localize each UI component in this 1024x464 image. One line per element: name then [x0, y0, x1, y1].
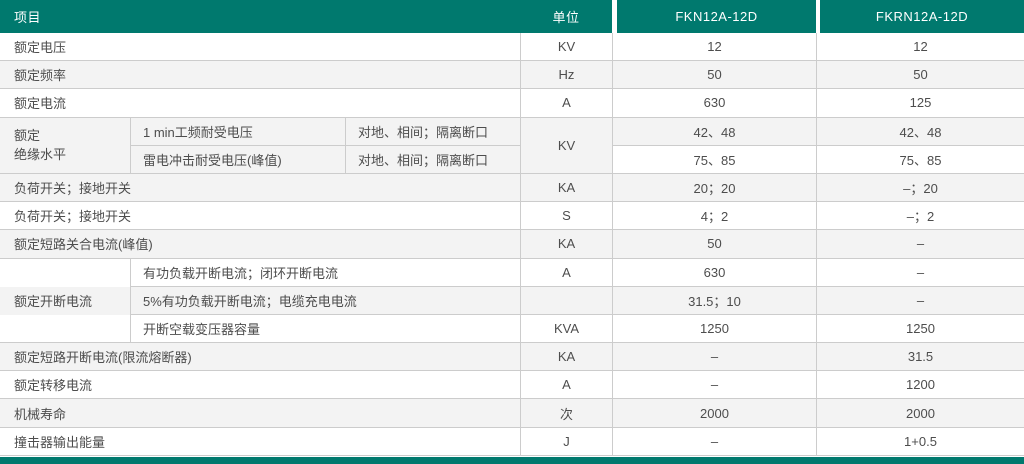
value-fkn: – — [612, 343, 816, 372]
row-unit: A — [520, 89, 612, 118]
value-fkrn: 2000 — [816, 399, 1024, 428]
header-model-fkn12a: FKN12A-12D — [617, 0, 816, 33]
value-fkrn: – — [816, 230, 1024, 259]
row-unit: KVA — [520, 314, 612, 344]
value-fkrn: 31.5 — [816, 343, 1024, 372]
row-label-rated-transfer-current: 额定转移电流 — [0, 371, 520, 400]
row-label-insulation-level: 额定 绝缘水平 — [0, 117, 130, 174]
row-label-rated-voltage: 额定电压 — [0, 33, 520, 62]
row-unit: Hz — [520, 61, 612, 90]
value-fkrn: 42、48 — [816, 117, 1024, 146]
row-unit: KA — [520, 230, 612, 259]
row-stripe — [0, 286, 1024, 315]
sub-label-active-load-breaking: 有功负载开断电流；闭环开断电流 — [130, 258, 520, 287]
row-stripe — [0, 343, 1024, 372]
value-fkn: 75、85 — [612, 145, 816, 174]
value-fkrn: –；2 — [816, 202, 1024, 231]
sub-label-lightning-impulse-withstand: 雷电冲击耐受电压(峰值) — [130, 145, 345, 174]
header-unit: 单位 — [520, 0, 612, 33]
value-fkn: 2000 — [612, 399, 816, 428]
row-unit: J — [520, 427, 612, 456]
row-label-mechanical-life: 机械寿命 — [0, 399, 520, 428]
value-fkn: 630 — [612, 89, 816, 118]
value-fkn: 42、48 — [612, 117, 816, 146]
value-fkn: 50 — [612, 230, 816, 259]
spec-table-body: 额定电压 KV 12 12 额定频率 Hz 50 50 额定电流 A 630 1… — [0, 33, 1024, 456]
table-header: 项目 单位 FKN12A-12D FKRN12A-12D — [0, 0, 1024, 33]
row-label-striker-output-energy: 撞击器输出能量 — [0, 428, 520, 456]
value-fkrn: 1200 — [816, 371, 1024, 400]
header-item: 项目 — [0, 0, 520, 33]
row-stripe — [0, 61, 1024, 90]
value-fkn: 20；20 — [612, 173, 816, 203]
row-stripe — [0, 399, 1024, 428]
insulation-label-line1: 额定 — [14, 127, 41, 143]
value-fkn: 630 — [612, 258, 816, 287]
row-label-load-earth-switch-ka: 负荷开关；接地开关 — [0, 174, 520, 203]
value-fkn: – — [612, 427, 816, 456]
row-unit: KV — [520, 33, 612, 62]
value-fkn: 50 — [612, 61, 816, 90]
row-unit: KV — [520, 117, 612, 174]
row-unit — [520, 286, 612, 315]
row-stripe — [0, 230, 1024, 259]
header-model-fkrn12a: FKRN12A-12D — [820, 0, 1024, 33]
value-fkn: 4；2 — [612, 202, 816, 231]
row-unit: KA — [520, 343, 612, 372]
row-stripe — [0, 173, 1024, 203]
value-fkrn: – — [816, 258, 1024, 287]
header-separator — [816, 0, 820, 33]
row-label-short-circuit-making-current: 额定短路关合电流(峰值) — [0, 230, 520, 259]
sub-label-power-frequency-withstand: 1 min工频耐受电压 — [130, 117, 345, 146]
value-fkn: 12 — [612, 33, 816, 62]
row-label-short-circuit-breaking-current: 额定短路开断电流(限流熔断器) — [0, 343, 520, 372]
value-fkrn: 75、85 — [816, 145, 1024, 174]
header-separator — [612, 0, 617, 33]
value-fkrn: 1250 — [816, 314, 1024, 344]
value-fkn: 31.5；10 — [612, 286, 816, 315]
row-unit: 次 — [520, 399, 612, 428]
value-fkrn: 50 — [816, 61, 1024, 90]
insulation-label-line2: 绝缘水平 — [14, 147, 67, 163]
row-label-rated-frequency: 额定频率 — [0, 61, 520, 90]
value-fkrn: – — [816, 286, 1024, 315]
condition-label: 对地、相间；隔离断口 — [345, 145, 520, 174]
row-unit: A — [520, 371, 612, 400]
value-fkn: – — [612, 371, 816, 400]
row-unit: KA — [520, 173, 612, 203]
value-fkrn: –；20 — [816, 173, 1024, 203]
row-label-rated-current: 额定电流 — [0, 89, 520, 118]
row-unit: A — [520, 258, 612, 287]
value-fkrn: 125 — [816, 89, 1024, 118]
value-fkrn: 12 — [816, 33, 1024, 62]
value-fkrn: 1+0.5 — [816, 427, 1024, 456]
bottom-accent-bar — [0, 456, 1024, 464]
sub-label-5pct-load-cable-charging: 5%有功负载开断电流；电缆充电电流 — [130, 286, 520, 315]
sub-label-no-load-transformer-capacity: 开断空载变压器容量 — [130, 314, 520, 344]
row-unit: S — [520, 202, 612, 231]
value-fkn: 1250 — [612, 314, 816, 344]
row-label-load-earth-switch-s: 负荷开关；接地开关 — [0, 202, 520, 231]
condition-label: 对地、相间；隔离断口 — [345, 117, 520, 146]
row-label-rated-breaking-current: 额定开断电流 — [0, 259, 130, 344]
